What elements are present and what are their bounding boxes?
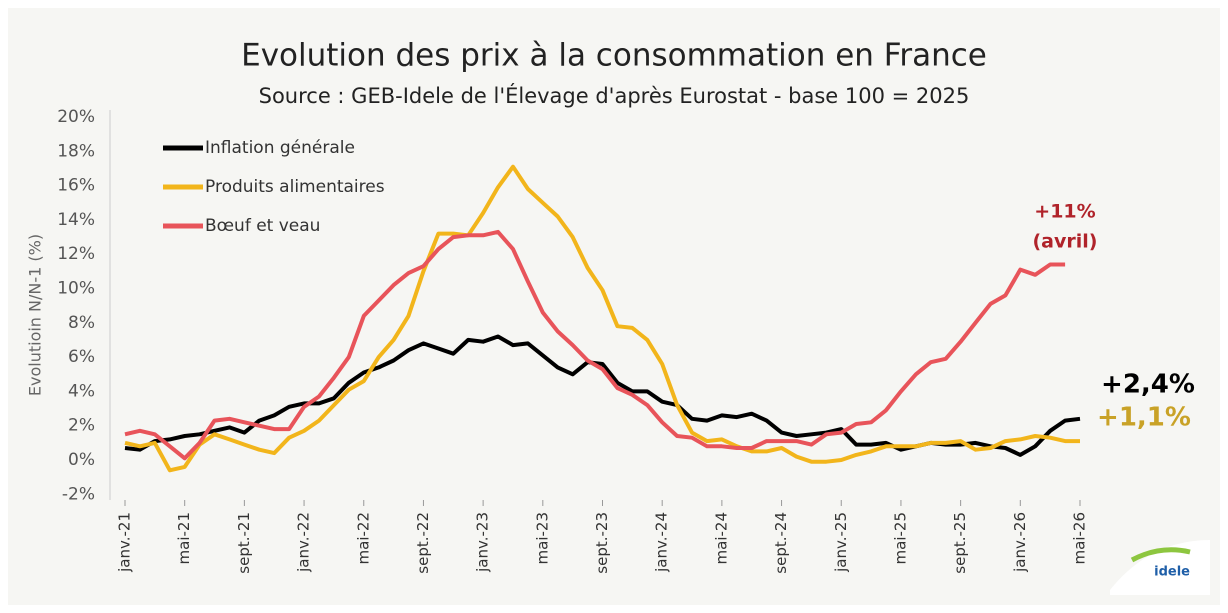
y-tick-label: 20% bbox=[57, 107, 95, 127]
y-tick-label: 16% bbox=[57, 176, 95, 196]
x-tick-label: sept.-21 bbox=[235, 512, 253, 574]
y-axis-label: Evolutioin N/N-1 (%) bbox=[26, 234, 45, 396]
x-tick-label: mai-25 bbox=[891, 512, 909, 564]
y-tick-label: 8% bbox=[68, 313, 95, 333]
chart-subtitle: Source : GEB-Idele de l'Élevage d'après … bbox=[259, 83, 970, 108]
logo-swoosh bbox=[1130, 547, 1191, 563]
logo-text: idele bbox=[1154, 565, 1190, 580]
y-tick-label: 10% bbox=[57, 279, 95, 299]
x-tick-label: mai-26 bbox=[1071, 512, 1089, 564]
x-tick-label: janv.-22 bbox=[295, 512, 313, 573]
legend-label: Produits alimentaires bbox=[205, 177, 385, 197]
series-line bbox=[124, 164, 1080, 473]
x-tick-label: sept.-25 bbox=[951, 512, 969, 574]
legend-label: Bœuf et veau bbox=[205, 216, 320, 236]
y-tick-label: 18% bbox=[57, 141, 95, 161]
x-tick-label: janv.-24 bbox=[653, 512, 671, 573]
annotation: +11% bbox=[1034, 201, 1095, 223]
series-line bbox=[124, 229, 1066, 461]
y-tick-label: -2% bbox=[62, 484, 95, 504]
annotation: +1,1% bbox=[1097, 403, 1191, 433]
annotation: +2,4% bbox=[1101, 370, 1195, 400]
chart-title: Evolution des prix à la consommation en … bbox=[241, 38, 987, 74]
legend-label: Inflation générale bbox=[205, 138, 355, 158]
y-tick-label: 6% bbox=[68, 347, 95, 367]
y-tick-label: 14% bbox=[57, 210, 95, 230]
logo-bg bbox=[1110, 540, 1210, 595]
x-tick-label: janv.-21 bbox=[116, 512, 134, 573]
x-tick-label: sept.-22 bbox=[414, 512, 432, 574]
x-tick-label: mai-21 bbox=[175, 512, 193, 564]
x-tick-label: mai-24 bbox=[712, 512, 730, 564]
x-tick-label: mai-23 bbox=[533, 512, 551, 564]
x-tick-label: janv.-26 bbox=[1011, 512, 1029, 573]
logo: idele bbox=[1110, 540, 1210, 595]
x-tick-label: sept.-24 bbox=[772, 512, 790, 574]
x-tick-label: sept.-23 bbox=[593, 512, 611, 574]
y-tick-label: 12% bbox=[57, 244, 95, 264]
annotation: (avril) bbox=[1033, 231, 1098, 253]
y-tick-label: 0% bbox=[68, 450, 95, 470]
y-tick-label: 4% bbox=[68, 381, 95, 401]
y-tick-label: 2% bbox=[68, 416, 95, 436]
x-tick-label: mai-22 bbox=[354, 512, 372, 564]
x-tick-label: janv.-23 bbox=[474, 512, 492, 573]
x-tick-label: janv.-25 bbox=[832, 512, 850, 573]
background bbox=[8, 8, 1220, 605]
